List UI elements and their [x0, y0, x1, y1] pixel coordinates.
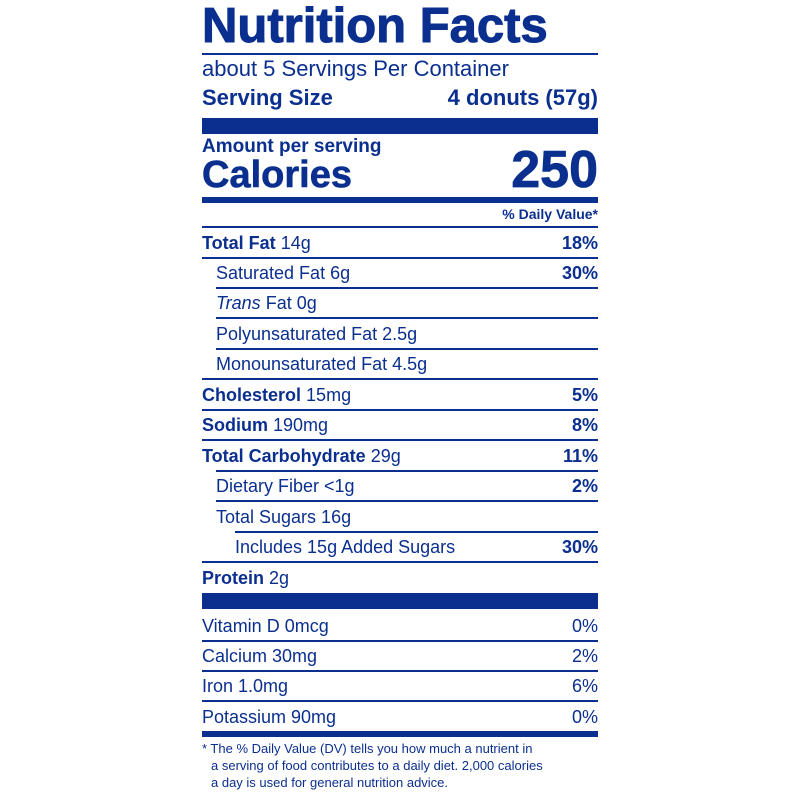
nutrient-name: Total Sugars 16g — [216, 507, 352, 527]
nutrient-amount: 29g — [370, 446, 401, 466]
nutrient-row-saturated-fat: Saturated Fat 6g 30% — [202, 259, 598, 287]
nutrient-row-monounsaturated-fat: Monounsaturated Fat 4.5g — [202, 350, 598, 378]
nutrient-amount: 14g — [280, 233, 311, 253]
nutrient-dv: 18% — [561, 233, 598, 253]
row-divider — [202, 670, 598, 672]
row-divider — [235, 531, 598, 533]
serving-size-label: Serving Size — [202, 85, 333, 110]
row-divider — [202, 700, 598, 702]
row-divider — [202, 257, 598, 259]
footnote-line: a day is used for general nutrition advi… — [211, 775, 449, 790]
nutrient-row-polyunsaturated-fat: Polyunsaturated Fat 2.5g — [202, 320, 598, 348]
nutrient-amount: 15mg — [306, 385, 352, 405]
row-divider — [202, 561, 598, 563]
amount-per-serving: Amount per serving — [202, 136, 382, 157]
nutrient-dv: 5% — [571, 385, 598, 405]
serving-size-value: 4 donuts (57g) — [447, 85, 598, 110]
nutrient-dv: 30% — [561, 537, 598, 557]
label-title: Nutrition Facts — [202, 0, 549, 53]
servings-per-container: about 5 Servings Per Container — [202, 56, 509, 81]
title-divider — [202, 53, 598, 55]
vitamin-row-calcium: Calcium 30mg 2% — [202, 642, 598, 670]
vitamin-name: Calcium 30mg — [202, 646, 318, 666]
calories-value: 250 — [511, 141, 599, 200]
vitamin-row-potassium: Potassium 90mg 0% — [202, 703, 598, 731]
nutrient-dv: 2% — [571, 476, 598, 496]
footnote-divider — [202, 731, 598, 737]
dv-divider — [202, 226, 598, 228]
row-divider — [202, 378, 598, 380]
thick-divider-middle — [202, 593, 598, 609]
vitamin-name: Potassium 90mg — [202, 707, 337, 727]
vitamin-dv: 2% — [571, 646, 598, 666]
row-divider — [216, 470, 598, 472]
daily-value-footnote: * The % Daily Value (DV) tells you how m… — [202, 740, 598, 791]
footnote-line: * The % Daily Value (DV) tells you how m… — [202, 741, 533, 756]
row-divider — [202, 409, 598, 411]
nutrient-dv: 30% — [561, 263, 598, 283]
calories-divider — [202, 197, 598, 203]
nutrient-row-dietary-fiber: Dietary Fiber <1g 2% — [202, 472, 598, 500]
nutrient-name: Saturated Fat 6g — [216, 263, 351, 283]
vitamin-dv: 6% — [571, 676, 598, 696]
nutrient-name: Monounsaturated Fat 4.5g — [216, 354, 428, 374]
nutrient-row-total-sugars: Total Sugars 16g — [202, 503, 598, 531]
serving-size-row: Serving Size 4 donuts (57g) — [202, 84, 598, 112]
nutrient-name: Dietary Fiber <1g — [216, 476, 355, 496]
nutrient-name: Total Carbohydrate — [202, 446, 366, 466]
nutrient-amount: 2g — [269, 568, 290, 588]
nutrient-row-total-carbohydrate: Total Carbohydrate 29g 11% — [202, 442, 598, 470]
row-divider — [216, 348, 598, 350]
nutrient-row-trans-fat: Trans Fat 0g — [202, 289, 598, 317]
nutrient-row-added-sugars: Includes 15g Added Sugars 30% — [202, 533, 598, 561]
nutrient-name: Total Fat — [202, 233, 276, 253]
vitamin-dv: 0% — [571, 616, 598, 636]
nutrient-row-protein: Protein 2g — [202, 564, 598, 592]
vitamin-name: Iron 1.0mg — [202, 676, 289, 696]
nutrient-row-sodium: Sodium 190mg 8% — [202, 411, 598, 439]
footnote-line: a serving of food contributes to a daily… — [211, 758, 543, 773]
vitamin-name: Vitamin D 0mcg — [202, 616, 329, 636]
vitamin-row-iron: Iron 1.0mg 6% — [202, 672, 598, 700]
row-divider — [202, 640, 598, 642]
row-divider — [216, 287, 598, 289]
nutrient-amount: 190mg — [273, 415, 329, 435]
nutrient-name-italic: Trans — [216, 293, 261, 313]
nutrient-dv: 11% — [562, 446, 598, 466]
vitamin-row-vitamin-d: Vitamin D 0mcg 0% — [202, 612, 598, 640]
nutrition-facts-label: Nutrition Facts about 5 Servings Per Con… — [202, 0, 599, 800]
nutrient-name: Includes 15g Added Sugars — [235, 537, 456, 557]
nutrient-dv: 8% — [571, 415, 598, 435]
calories-label: Calories — [202, 154, 353, 197]
vitamin-dv: 0% — [571, 707, 598, 727]
nutrient-name: Cholesterol — [202, 385, 302, 405]
nutrient-name: Sodium — [202, 415, 268, 435]
daily-value-header: % Daily Value* — [502, 206, 598, 222]
row-divider — [216, 317, 598, 319]
nutrient-row-total-fat: Total Fat 14g 18% — [202, 229, 598, 257]
nutrient-name-rest: Fat 0g — [265, 293, 317, 313]
thick-divider-top — [202, 118, 598, 134]
row-divider — [216, 500, 598, 502]
nutrient-name: Polyunsaturated Fat 2.5g — [216, 324, 418, 344]
nutrient-row-cholesterol: Cholesterol 15mg 5% — [202, 381, 598, 409]
row-divider — [202, 439, 598, 441]
nutrient-name: Protein — [202, 568, 265, 588]
